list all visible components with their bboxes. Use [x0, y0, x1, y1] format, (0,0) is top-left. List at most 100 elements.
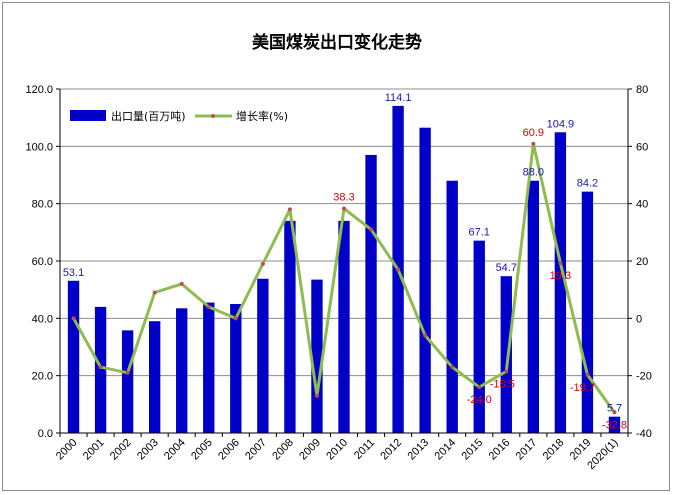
line-data-label: -19.7	[570, 382, 595, 394]
bar	[446, 180, 458, 433]
line-point	[98, 365, 103, 370]
x-tick-label: 2009	[297, 437, 323, 463]
x-tick-label: 2002	[108, 437, 134, 463]
bar-data-label: 104.9	[547, 118, 575, 130]
y-right-tick-label: -20	[636, 371, 652, 383]
line-point	[531, 141, 536, 146]
y-left-tick-label: 120.0	[25, 84, 53, 96]
y-right-tick-label: 0	[636, 313, 642, 325]
line-point	[152, 290, 157, 295]
x-tick-label: 2016	[487, 437, 513, 463]
x-tick-label: 2004	[162, 437, 188, 463]
line-data-label: -18.5	[490, 378, 515, 390]
bar-data-label: 54.7	[496, 262, 517, 274]
legend-bar-swatch	[70, 110, 106, 121]
legend-bar-label: 出口量(百万吨)	[111, 109, 186, 123]
x-tick-label: 2007	[243, 437, 269, 463]
y-right-tick-label: 80	[636, 84, 648, 96]
bar-data-label: 53.1	[63, 267, 84, 279]
line-series	[71, 141, 617, 415]
x-tick-label: 2010	[324, 437, 350, 463]
x-tick-label: 2011	[352, 437, 377, 462]
x-tick-label: 2013	[405, 437, 431, 463]
bar	[419, 127, 431, 433]
line-point	[477, 385, 482, 390]
x-tick-label: 2020(1)	[585, 437, 620, 472]
line-point	[342, 206, 346, 211]
x-tick-label: 2012	[378, 437, 404, 463]
x-tick-label: 2014	[433, 437, 459, 463]
y-right-tick-label: 40	[636, 199, 648, 211]
bar	[230, 304, 242, 433]
line-point	[423, 333, 428, 338]
y-right-tick-label: 20	[636, 256, 648, 268]
line-point	[287, 207, 292, 212]
line-data-label: 60.9	[523, 127, 544, 139]
bar-data-label: 114.1	[385, 92, 412, 104]
line-point	[612, 410, 617, 415]
y-right-tick-label: 60	[636, 141, 648, 153]
bar	[338, 220, 350, 433]
bar	[94, 306, 107, 433]
line-data-label: -24.0	[467, 394, 492, 406]
bar-data-label: 5.7	[607, 403, 622, 415]
chart-title: 美国煤炭出口变化走势	[252, 32, 422, 53]
bar	[473, 240, 485, 433]
bar	[500, 276, 512, 433]
bar-data-label: 67.1	[469, 227, 490, 239]
x-tick-label: 2006	[216, 437, 242, 463]
bar	[581, 191, 594, 433]
x-tick-label: 2003	[135, 437, 161, 463]
x-tick-label: 2018	[541, 437, 567, 463]
line-point	[396, 267, 401, 272]
y-left-tick-label: 60.0	[32, 256, 53, 268]
x-tick-label: 2005	[189, 437, 215, 463]
x-tick-label: 2001	[81, 437, 107, 463]
bar	[527, 180, 540, 433]
bar	[148, 321, 161, 433]
line-point	[206, 304, 211, 309]
bar	[311, 279, 323, 433]
data-labels: 53.1 114.1 67.1 54.7 88.0 104.9 84.2 5.7 38.3 -24…	[63, 92, 627, 431]
bar-data-label: 84.2	[577, 178, 598, 190]
line-point	[558, 261, 563, 266]
line-point	[71, 316, 76, 321]
y-right-tick-label: -40	[636, 428, 652, 440]
line-point	[369, 227, 374, 232]
x-tick-label: 2017	[514, 437, 540, 463]
bar	[67, 280, 80, 433]
y-left-tick-label: 20.0	[32, 371, 53, 383]
bar	[365, 154, 377, 433]
legend-line-label: 增长率(%)	[236, 109, 288, 123]
line-point	[125, 370, 130, 375]
line-point	[233, 316, 238, 321]
line-point	[260, 261, 265, 266]
y-left-tick-label: 40.0	[32, 313, 53, 325]
line-point	[585, 372, 590, 377]
y-left-tick-label: 0.0	[38, 428, 53, 440]
bar-series	[67, 105, 621, 433]
x-tick-label: 2008	[270, 437, 296, 463]
line-point	[179, 281, 184, 286]
y-left-tick-label: 100.0	[25, 141, 53, 153]
line-point	[504, 369, 509, 374]
bar	[176, 308, 188, 433]
bar	[121, 330, 134, 433]
y-left-tick-label: 80.0	[32, 199, 53, 211]
bar	[608, 416, 621, 433]
bar	[284, 220, 296, 433]
line-data-label: -32.8	[602, 419, 627, 431]
line-point	[450, 365, 455, 370]
x-tick-label: 2015	[460, 437, 486, 463]
bar	[257, 278, 269, 433]
bar-data-label: 88.0	[523, 167, 544, 179]
line-point	[314, 393, 319, 398]
legend: 出口量(百万吨) 增长率(%)	[70, 109, 288, 123]
x-tick-label: 2000	[54, 437, 80, 463]
legend-line-marker	[211, 114, 215, 118]
line-data-label: 38.3	[333, 192, 354, 204]
bar	[203, 302, 215, 433]
bar	[554, 132, 567, 433]
line-data-label: 19.3	[550, 270, 571, 282]
